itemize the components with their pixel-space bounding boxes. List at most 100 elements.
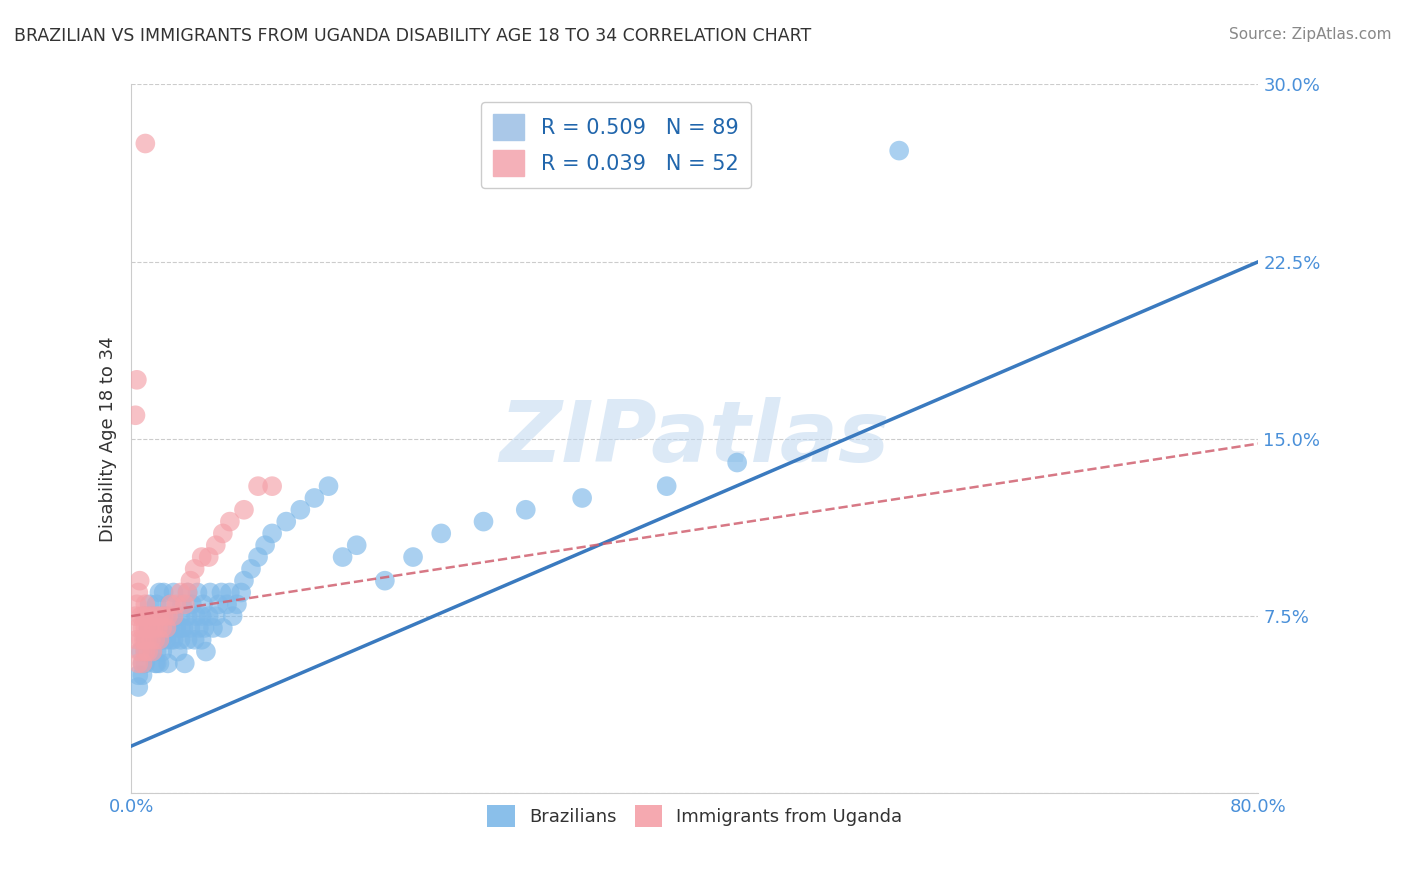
Point [138,597,160,611]
Point [127,585,149,599]
Point [131,657,153,671]
Point [127,668,149,682]
Point [152,609,174,624]
Point [472,515,495,529]
Point [183,562,205,576]
Point [176,585,198,599]
Point [209,585,232,599]
Point [141,644,163,658]
Point [346,538,368,552]
Point [430,526,453,541]
Point [155,632,177,647]
Point [172,621,194,635]
Point [142,621,165,635]
Point [176,609,198,624]
Point [187,621,209,635]
Point [165,597,187,611]
Point [176,632,198,647]
Point [127,680,149,694]
Point [128,574,150,588]
Point [183,632,205,647]
Point [204,609,226,624]
Point [304,491,326,505]
Point [276,515,298,529]
Point [136,621,159,635]
Point [169,585,191,599]
Point [162,632,184,647]
Y-axis label: Disability Age 18 to 34: Disability Age 18 to 34 [100,336,117,541]
Point [215,597,238,611]
Point [218,515,240,529]
Point [191,597,214,611]
Point [148,621,170,635]
Point [198,585,221,599]
Point [155,609,177,624]
Point [194,644,217,658]
Point [145,609,167,624]
Point [211,621,233,635]
Point [132,632,155,647]
Point [141,609,163,624]
Point [169,621,191,635]
Point [129,609,152,624]
Point [150,632,173,647]
Point [173,597,195,611]
Point [170,597,193,611]
Point [157,597,180,611]
Point [143,657,166,671]
Point [131,668,153,682]
Point [162,585,184,599]
Point [226,597,249,611]
Point [129,632,152,647]
Point [318,479,340,493]
Point [125,597,148,611]
Point [159,621,181,635]
Point [247,479,270,493]
Point [135,632,157,647]
Point [262,479,284,493]
Point [190,549,212,564]
Point [152,585,174,599]
Point [125,632,148,647]
Point [131,657,153,671]
Point [190,609,212,624]
Point [162,609,184,624]
Point [184,609,207,624]
Point [233,503,256,517]
Point [136,632,159,647]
Point [374,574,396,588]
Point [129,644,152,658]
Point [150,609,173,624]
Point [136,644,159,658]
Point [145,657,167,671]
Point [146,621,169,635]
Point [150,644,173,658]
Point [148,609,170,624]
Point [207,597,229,611]
Point [127,621,149,635]
Point [156,657,179,671]
Point [173,657,195,671]
Point [262,526,284,541]
Legend: Brazilians, Immigrants from Uganda: Brazilians, Immigrants from Uganda [481,797,910,834]
Point [134,597,156,611]
Point [332,549,354,564]
Point [190,632,212,647]
Point [145,597,167,611]
Point [148,632,170,647]
Point [169,609,191,624]
Point [240,562,263,576]
Point [222,609,245,624]
Point [141,644,163,658]
Point [233,574,256,588]
Point [166,644,188,658]
Text: BRAZILIAN VS IMMIGRANTS FROM UGANDA DISABILITY AGE 18 TO 34 CORRELATION CHART: BRAZILIAN VS IMMIGRANTS FROM UGANDA DISA… [14,27,811,45]
Point [145,644,167,658]
Point [211,526,233,541]
Point [148,585,170,599]
Point [218,585,240,599]
Point [725,456,748,470]
Point [150,621,173,635]
Point [655,479,678,493]
Point [186,585,208,599]
